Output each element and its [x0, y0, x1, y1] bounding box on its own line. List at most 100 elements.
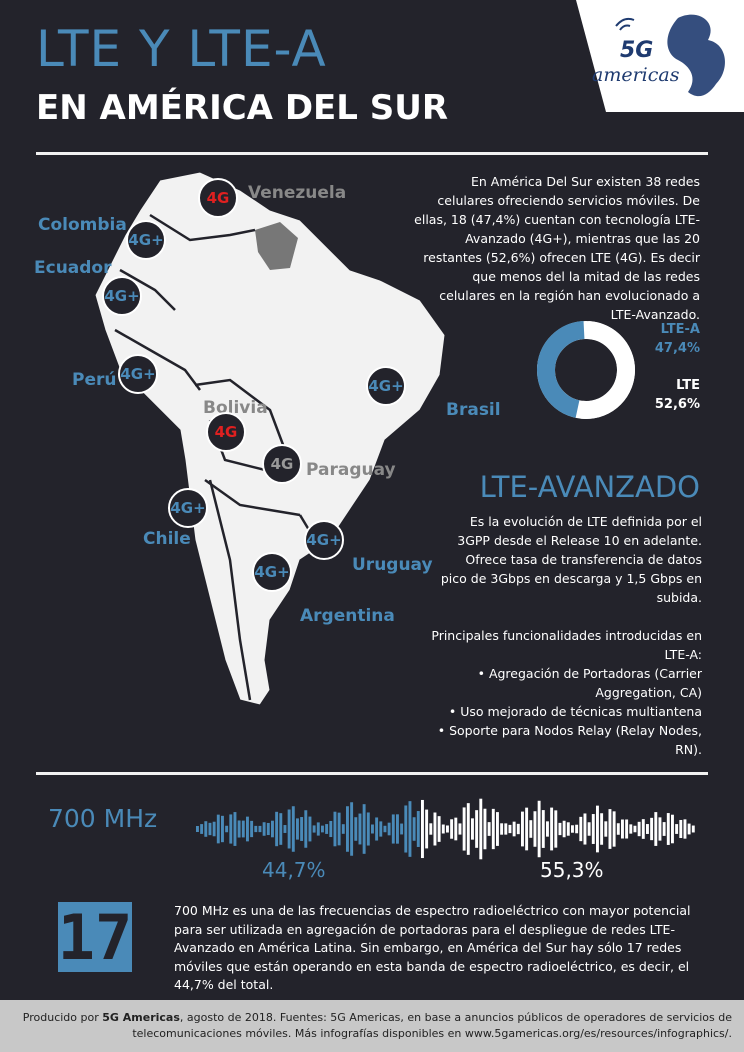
band-label: 700 MHz — [48, 804, 158, 833]
wave-bar-using — [229, 814, 233, 844]
footer-brand: 5G Americas — [102, 1011, 180, 1024]
lte-donut-chart — [537, 321, 635, 419]
wave-bar-using — [404, 805, 408, 853]
americas-map-icon — [667, 14, 726, 97]
wave-bar-not-using — [458, 823, 462, 835]
country-label-argentina: Argentina — [300, 606, 395, 626]
wave-bar-not-using — [641, 819, 645, 839]
wave-bar-using — [304, 810, 308, 848]
country-label-venezuela: Venezuela — [248, 183, 347, 203]
wave-bar-not-using — [537, 800, 541, 858]
wave-bar-not-using — [575, 824, 579, 834]
band-paragraph: 700 MHz es una de las frecuencias de esp… — [174, 903, 691, 992]
wave-bar-not-using — [421, 799, 424, 859]
wave-bar-using — [362, 804, 366, 854]
wave-bar-using — [196, 826, 199, 832]
wave-bar-not-using — [533, 811, 537, 847]
wave-bar-not-using — [612, 811, 616, 847]
wave-bar-not-using — [483, 808, 487, 850]
wave-bar-not-using — [554, 810, 558, 848]
logo-5g-text: 5G — [620, 38, 654, 63]
wave-bar-not-using — [441, 824, 445, 834]
footer-body: , agosto de 2018. Fuentes: 5G Americas, … — [132, 1011, 732, 1040]
features-list: Agregación de Portadoras (Carrier Aggreg… — [420, 664, 702, 759]
wave-bar-using — [258, 825, 262, 833]
wave-bar-using — [225, 825, 229, 833]
wave-bar-using — [291, 806, 295, 852]
legend-label-lte-a: LTE-A — [660, 322, 700, 337]
badge-brasil: 4G+ — [366, 366, 406, 406]
wave-bar-using — [346, 806, 349, 852]
wave-bar-not-using — [579, 816, 583, 842]
wave-bar-using — [200, 824, 204, 834]
lte-a-heading: LTE-AVANZADO — [479, 470, 700, 504]
country-label-colombia: Colombia — [38, 215, 127, 235]
footer-prefix: Producido por — [22, 1011, 103, 1024]
wave-bar-using — [212, 821, 216, 837]
wave-bar-using — [233, 812, 237, 846]
feature-item: Agregación de Portadoras (Carrier Aggreg… — [420, 664, 702, 702]
wave-bar-not-using — [675, 824, 679, 834]
wave-bar-not-using — [671, 814, 674, 844]
features-block: Principales funcionalidades introducidas… — [420, 626, 702, 759]
wave-bar-using — [321, 825, 324, 833]
wave-bar-not-using — [571, 825, 574, 833]
wave-bar-not-using — [683, 819, 687, 839]
wave-bar-using — [275, 811, 279, 847]
wave-bar-using — [312, 825, 316, 833]
wave-bar-not-using — [633, 825, 637, 833]
wave-bar-not-using — [600, 813, 604, 845]
wave-bar-using — [325, 824, 329, 834]
wave-bar-not-using — [679, 819, 683, 839]
wave-bar-not-using — [521, 811, 524, 847]
wave-bar-not-using — [616, 823, 620, 835]
wave-bar-not-using — [604, 821, 608, 837]
wave-bar-using — [279, 813, 283, 845]
wave-bar-not-using — [491, 808, 495, 850]
wave-bar-using — [316, 822, 320, 836]
band-pct-not-using: 55,3% — [540, 858, 604, 882]
wave-bar-not-using — [625, 819, 629, 839]
wave-bar-not-using — [541, 810, 545, 848]
wave-bar-not-using — [587, 822, 591, 836]
wave-bar-using — [283, 825, 287, 833]
signal-icon — [615, 17, 635, 31]
wave-bar-not-using — [500, 823, 504, 835]
wave-bar-using — [341, 824, 345, 834]
wave-bar-using — [271, 820, 274, 838]
wave-bar-not-using — [646, 824, 649, 834]
wave-bar-not-using — [687, 823, 691, 835]
wave-bar-using — [396, 814, 399, 844]
wave-bar-using — [379, 821, 383, 837]
wave-bar-not-using — [425, 809, 429, 849]
wave-bar-not-using — [658, 817, 662, 841]
divider-middle — [36, 772, 708, 775]
wave-bar-not-using — [508, 824, 512, 834]
wave-bar-not-using — [437, 816, 441, 842]
feature-item: Soporte para Nodos Relay (Relay Nodes, R… — [420, 721, 702, 759]
wave-bar-using — [287, 809, 291, 849]
wave-bar-not-using — [433, 812, 437, 846]
wave-bar-using — [241, 820, 245, 838]
wave-bar-not-using — [525, 807, 529, 851]
country-label-brasil: Brasil — [446, 400, 501, 420]
wave-bar-using — [329, 820, 333, 838]
wave-bar-not-using — [596, 805, 599, 853]
donut-slice-lte — [580, 321, 635, 419]
wave-bar-not-using — [471, 818, 474, 840]
guyanas-region — [255, 222, 298, 270]
wave-bar-using — [254, 825, 258, 833]
wave-bar-not-using — [621, 819, 624, 839]
wave-bar-using — [337, 812, 341, 846]
logo-panel — [576, 0, 744, 112]
wave-bar-using — [221, 815, 224, 843]
wave-bar-not-using — [516, 823, 520, 835]
wave-bar-not-using — [546, 821, 549, 837]
badge-paraguay: 4G — [262, 444, 302, 484]
badge-bolivia: 4G — [206, 412, 246, 452]
country-label-peru: Perú — [72, 370, 117, 390]
wave-bar-using — [412, 817, 416, 841]
wave-bar-using — [237, 820, 241, 838]
wave-bar-not-using — [608, 809, 612, 849]
badge-argentina: 4G+ — [252, 552, 292, 592]
